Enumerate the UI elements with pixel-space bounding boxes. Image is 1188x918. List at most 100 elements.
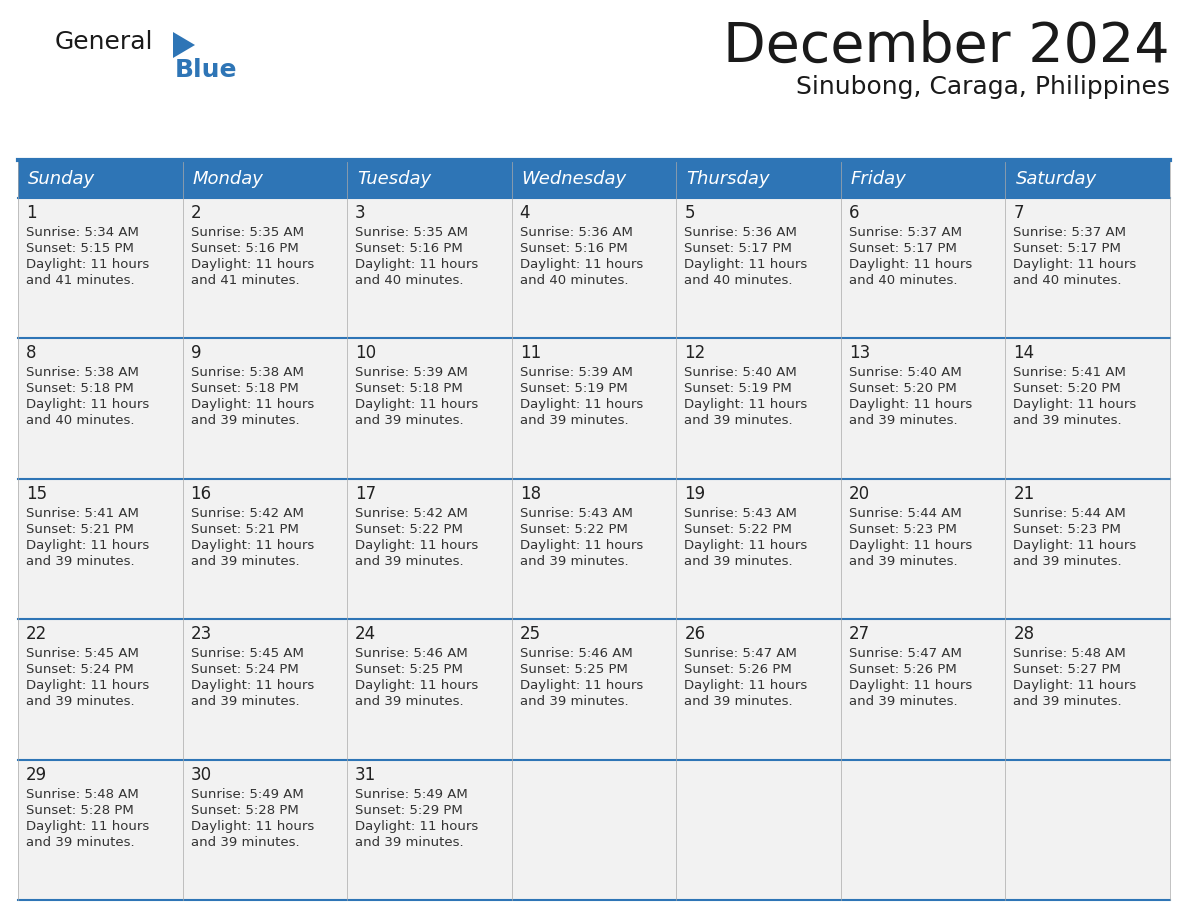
Text: and 39 minutes.: and 39 minutes. <box>849 554 958 568</box>
Text: and 40 minutes.: and 40 minutes. <box>355 274 463 287</box>
Text: Daylight: 11 hours: Daylight: 11 hours <box>190 398 314 411</box>
Text: Sunrise: 5:38 AM: Sunrise: 5:38 AM <box>26 366 139 379</box>
Text: 30: 30 <box>190 766 211 784</box>
Text: and 40 minutes.: and 40 minutes. <box>684 274 792 287</box>
Text: Daylight: 11 hours: Daylight: 11 hours <box>684 679 808 692</box>
Text: and 39 minutes.: and 39 minutes. <box>190 414 299 428</box>
Text: Daylight: 11 hours: Daylight: 11 hours <box>26 820 150 833</box>
Text: Thursday: Thursday <box>687 170 770 188</box>
Text: Sunset: 5:19 PM: Sunset: 5:19 PM <box>519 383 627 396</box>
Text: Daylight: 11 hours: Daylight: 11 hours <box>26 679 150 692</box>
Text: and 39 minutes.: and 39 minutes. <box>519 554 628 568</box>
Text: Sunset: 5:15 PM: Sunset: 5:15 PM <box>26 242 134 255</box>
Text: Sunset: 5:16 PM: Sunset: 5:16 PM <box>190 242 298 255</box>
Text: and 39 minutes.: and 39 minutes. <box>684 695 792 708</box>
Polygon shape <box>173 32 195 58</box>
Text: Daylight: 11 hours: Daylight: 11 hours <box>355 679 479 692</box>
Text: and 40 minutes.: and 40 minutes. <box>1013 274 1121 287</box>
Text: 6: 6 <box>849 204 859 222</box>
Text: Daylight: 11 hours: Daylight: 11 hours <box>26 398 150 411</box>
Text: and 39 minutes.: and 39 minutes. <box>355 695 463 708</box>
Text: and 39 minutes.: and 39 minutes. <box>849 695 958 708</box>
Text: 25: 25 <box>519 625 541 644</box>
Text: Sunrise: 5:42 AM: Sunrise: 5:42 AM <box>190 507 303 520</box>
Text: and 39 minutes.: and 39 minutes. <box>684 414 792 428</box>
Text: Sunrise: 5:44 AM: Sunrise: 5:44 AM <box>1013 507 1126 520</box>
Text: Daylight: 11 hours: Daylight: 11 hours <box>190 539 314 552</box>
Text: General: General <box>55 30 153 54</box>
Text: Sunset: 5:18 PM: Sunset: 5:18 PM <box>190 383 298 396</box>
Text: Sunrise: 5:48 AM: Sunrise: 5:48 AM <box>1013 647 1126 660</box>
Text: Sunrise: 5:39 AM: Sunrise: 5:39 AM <box>355 366 468 379</box>
Text: Sunset: 5:21 PM: Sunset: 5:21 PM <box>26 522 134 536</box>
Text: Daylight: 11 hours: Daylight: 11 hours <box>849 679 972 692</box>
Text: Sunset: 5:24 PM: Sunset: 5:24 PM <box>190 663 298 677</box>
Text: 16: 16 <box>190 485 211 503</box>
Text: Sunset: 5:25 PM: Sunset: 5:25 PM <box>519 663 627 677</box>
Text: Sunset: 5:17 PM: Sunset: 5:17 PM <box>1013 242 1121 255</box>
Text: 18: 18 <box>519 485 541 503</box>
Bar <box>18 198 1170 339</box>
Text: Sunset: 5:18 PM: Sunset: 5:18 PM <box>26 383 134 396</box>
Text: Sunrise: 5:37 AM: Sunrise: 5:37 AM <box>1013 226 1126 239</box>
Text: 17: 17 <box>355 485 377 503</box>
Text: Daylight: 11 hours: Daylight: 11 hours <box>355 539 479 552</box>
Text: Daylight: 11 hours: Daylight: 11 hours <box>519 398 643 411</box>
Text: Sunrise: 5:42 AM: Sunrise: 5:42 AM <box>355 507 468 520</box>
Text: Sunrise: 5:35 AM: Sunrise: 5:35 AM <box>190 226 304 239</box>
Text: Sunrise: 5:46 AM: Sunrise: 5:46 AM <box>355 647 468 660</box>
Text: and 39 minutes.: and 39 minutes. <box>355 554 463 568</box>
Text: and 40 minutes.: and 40 minutes. <box>849 274 958 287</box>
Text: 8: 8 <box>26 344 37 363</box>
Text: and 39 minutes.: and 39 minutes. <box>519 414 628 428</box>
Text: 29: 29 <box>26 766 48 784</box>
Text: Daylight: 11 hours: Daylight: 11 hours <box>684 539 808 552</box>
Text: Sunrise: 5:38 AM: Sunrise: 5:38 AM <box>190 366 303 379</box>
Text: and 39 minutes.: and 39 minutes. <box>849 414 958 428</box>
Text: 19: 19 <box>684 485 706 503</box>
Text: Sinubong, Caraga, Philippines: Sinubong, Caraga, Philippines <box>796 75 1170 99</box>
Text: Sunset: 5:22 PM: Sunset: 5:22 PM <box>684 522 792 536</box>
Text: and 39 minutes.: and 39 minutes. <box>26 554 134 568</box>
Text: Saturday: Saturday <box>1016 170 1097 188</box>
Text: and 39 minutes.: and 39 minutes. <box>190 835 299 848</box>
Bar <box>18 339 1170 479</box>
Text: and 39 minutes.: and 39 minutes. <box>519 695 628 708</box>
Text: Daylight: 11 hours: Daylight: 11 hours <box>355 258 479 271</box>
Text: Sunrise: 5:44 AM: Sunrise: 5:44 AM <box>849 507 961 520</box>
Text: Daylight: 11 hours: Daylight: 11 hours <box>684 258 808 271</box>
Text: 12: 12 <box>684 344 706 363</box>
Text: Sunset: 5:26 PM: Sunset: 5:26 PM <box>684 663 792 677</box>
Text: Sunset: 5:16 PM: Sunset: 5:16 PM <box>519 242 627 255</box>
Text: Sunday: Sunday <box>29 170 95 188</box>
Text: Sunrise: 5:36 AM: Sunrise: 5:36 AM <box>684 226 797 239</box>
Text: Sunset: 5:26 PM: Sunset: 5:26 PM <box>849 663 956 677</box>
Text: Sunrise: 5:36 AM: Sunrise: 5:36 AM <box>519 226 632 239</box>
Text: Friday: Friday <box>851 170 906 188</box>
Text: Sunset: 5:23 PM: Sunset: 5:23 PM <box>1013 522 1121 536</box>
Text: 7: 7 <box>1013 204 1024 222</box>
Text: Sunset: 5:18 PM: Sunset: 5:18 PM <box>355 383 463 396</box>
Text: Sunset: 5:17 PM: Sunset: 5:17 PM <box>684 242 792 255</box>
Text: 24: 24 <box>355 625 377 644</box>
Text: Sunrise: 5:43 AM: Sunrise: 5:43 AM <box>684 507 797 520</box>
Text: 2: 2 <box>190 204 201 222</box>
Text: 11: 11 <box>519 344 541 363</box>
Text: 27: 27 <box>849 625 870 644</box>
Text: Sunset: 5:16 PM: Sunset: 5:16 PM <box>355 242 463 255</box>
Text: Blue: Blue <box>175 58 238 82</box>
Text: Sunset: 5:28 PM: Sunset: 5:28 PM <box>190 803 298 817</box>
Text: 28: 28 <box>1013 625 1035 644</box>
Text: and 39 minutes.: and 39 minutes. <box>26 695 134 708</box>
Text: Daylight: 11 hours: Daylight: 11 hours <box>26 258 150 271</box>
Text: Daylight: 11 hours: Daylight: 11 hours <box>519 679 643 692</box>
Text: Sunset: 5:22 PM: Sunset: 5:22 PM <box>519 522 627 536</box>
Bar <box>18 759 1170 900</box>
Text: Sunrise: 5:43 AM: Sunrise: 5:43 AM <box>519 507 632 520</box>
Text: Sunrise: 5:41 AM: Sunrise: 5:41 AM <box>1013 366 1126 379</box>
Text: Daylight: 11 hours: Daylight: 11 hours <box>26 539 150 552</box>
Text: and 39 minutes.: and 39 minutes. <box>190 554 299 568</box>
Text: 23: 23 <box>190 625 211 644</box>
Text: Daylight: 11 hours: Daylight: 11 hours <box>519 258 643 271</box>
Text: Daylight: 11 hours: Daylight: 11 hours <box>849 539 972 552</box>
